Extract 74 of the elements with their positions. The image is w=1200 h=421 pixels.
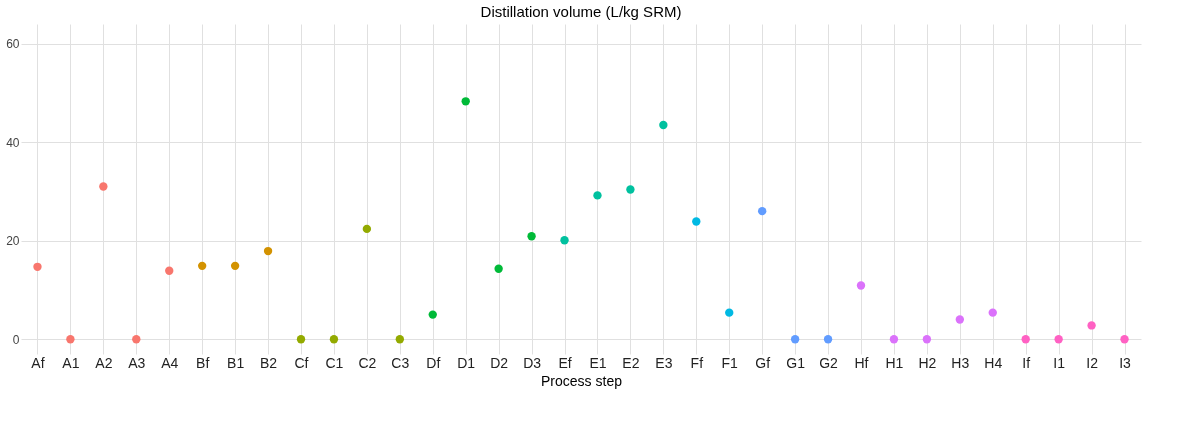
point [395,335,405,344]
y-tick-label: 60 [6,37,20,52]
x-tick-label: G2 [819,354,839,371]
y-tick-label: 20 [6,234,20,249]
point [527,232,536,241]
x-tick-label: H3 [951,354,970,371]
x-tick-label: H2 [918,354,937,371]
point [362,224,372,234]
chart-title: Distillation volume (L/kg SRM) [480,3,682,20]
point [428,310,437,319]
x-tick-label: I1 [1053,354,1066,371]
point [988,308,997,317]
x-tick-label: D1 [457,354,476,371]
point [955,315,965,324]
x-tick-label: I2 [1086,354,1099,371]
point [659,120,668,130]
x-tick-label: C3 [391,354,410,371]
point [263,246,273,256]
point [132,335,141,344]
point [329,335,339,344]
x-tick-label: H1 [885,354,904,371]
point [692,217,701,226]
x-tick-label: E1 [589,354,607,371]
point [626,185,635,194]
x-tick-label: Af [31,354,45,371]
x-tick-label: A1 [62,354,80,371]
point [725,308,734,317]
y-tick-label: 40 [6,135,20,150]
point [560,236,569,245]
x-tick-label: B1 [227,354,245,371]
point [593,191,602,200]
point [757,206,767,216]
x-tick-label: D2 [490,354,509,371]
point [856,281,866,290]
point [197,261,207,271]
x-tick-label: Cf [294,354,309,371]
point [230,261,240,271]
point [296,335,306,344]
x-tick-label: A2 [95,354,113,371]
x-tick-label: Df [426,354,441,371]
x-tick-label: A3 [128,354,146,371]
point [790,335,800,344]
x-tick-label: Gf [755,354,771,371]
point [922,335,932,344]
point [66,335,75,344]
x-tick-label: F1 [721,354,739,371]
x-tick-label: C1 [325,354,344,371]
x-tick-label: G1 [786,354,806,371]
x-tick-label: Ef [558,354,572,371]
x-tick-label: A4 [161,354,179,371]
point [165,266,174,275]
x-axis-title: Process step [541,372,623,389]
x-tick-label: Bf [196,354,210,371]
point [99,182,108,191]
y-tick-label: 0 [12,332,20,347]
point [889,335,899,344]
x-tick-label: I3 [1119,354,1132,371]
point [1120,335,1129,344]
x-tick-label: E3 [655,354,673,371]
point [33,262,42,271]
point [494,264,503,273]
point [1087,321,1096,330]
x-tick-label: Ff [690,354,704,371]
x-tick-label: C2 [358,354,377,371]
x-tick-label: B2 [260,354,278,371]
x-tick-label: If [1022,354,1031,371]
point [1054,335,1063,344]
point [461,97,470,106]
x-tick-label: Hf [854,354,869,371]
x-tick-label: E2 [622,354,640,371]
point [823,335,833,344]
x-tick-label: H4 [984,354,1003,371]
point [1021,335,1030,344]
x-tick-label: D3 [523,354,542,371]
